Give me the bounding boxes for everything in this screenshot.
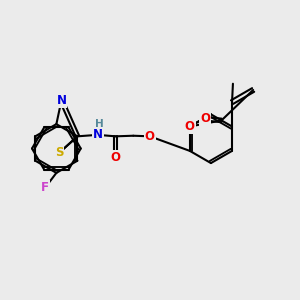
Text: O: O — [200, 112, 210, 125]
Text: O: O — [185, 120, 195, 133]
Text: N: N — [56, 94, 66, 107]
Text: F: F — [41, 181, 49, 194]
Text: S: S — [55, 146, 64, 159]
Text: H: H — [95, 118, 103, 128]
Text: N: N — [93, 128, 103, 141]
Text: O: O — [110, 151, 121, 164]
Text: O: O — [145, 130, 155, 143]
